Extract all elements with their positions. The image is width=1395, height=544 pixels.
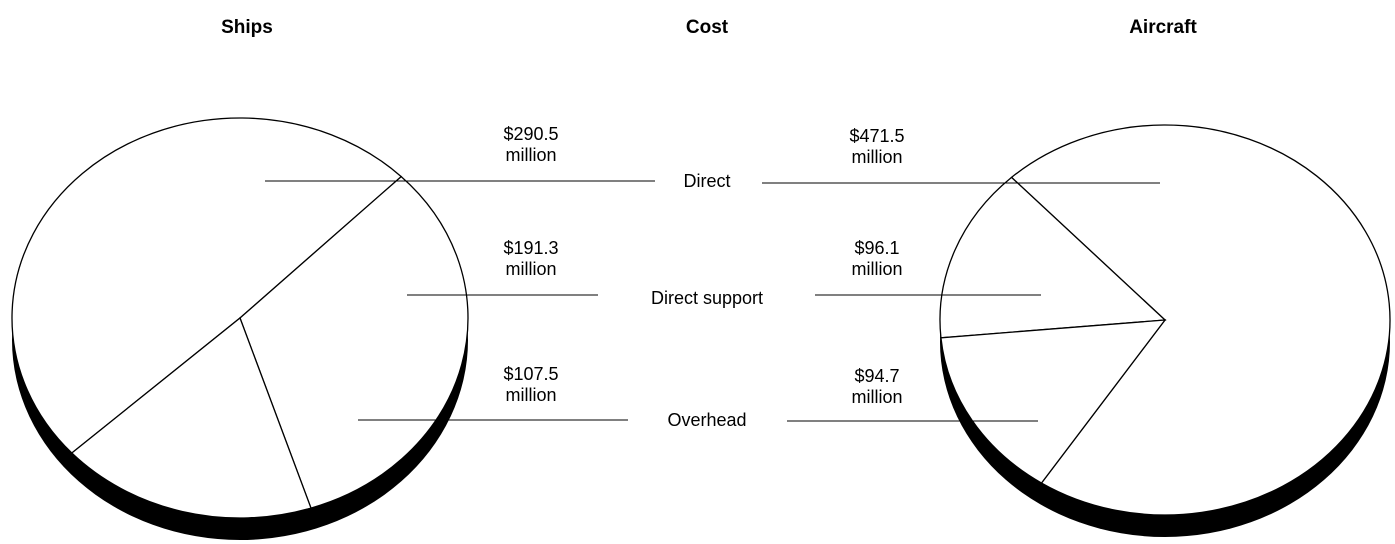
value-label: $471.5 million (849, 126, 904, 167)
value-label: $107.5 million (503, 364, 558, 405)
pie-slice (70, 316, 312, 519)
pie-title: Aircraft (1129, 17, 1197, 38)
pie-title: Ships (221, 17, 273, 38)
chart-title: Cost (686, 17, 729, 38)
pie-slice (239, 175, 469, 509)
category-label: Overhead (667, 410, 746, 430)
pie-slice (1010, 124, 1391, 516)
pie-slice (11, 117, 403, 454)
category-label: Direct support (651, 288, 763, 308)
category-label: Direct (683, 171, 730, 191)
pie-slice (940, 319, 1167, 484)
value-label: $290.5 million (503, 124, 558, 165)
value-label: $94.7 million (851, 366, 902, 407)
value-label: $191.3 million (503, 238, 558, 279)
value-label: $96.1 million (851, 238, 902, 279)
pie-slice (939, 176, 1167, 339)
leader-lines (265, 180, 1160, 422)
